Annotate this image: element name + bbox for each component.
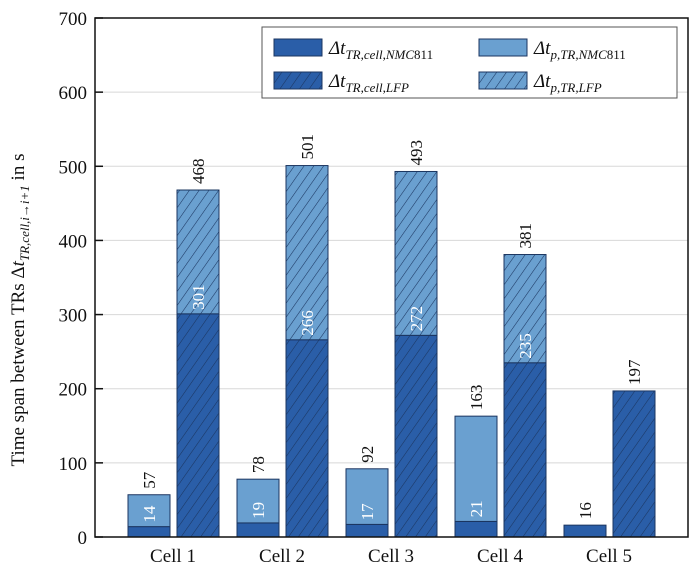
total-label: 78 <box>249 456 268 473</box>
bar-nmc811-p-tr <box>454 415 498 522</box>
total-label: 493 <box>407 140 426 166</box>
legend-swatch <box>478 38 528 57</box>
legend-label: ΔtTR,cell,NMC811 <box>328 38 433 62</box>
bar-hatch <box>177 190 219 314</box>
y-tick-label: 400 <box>59 231 88 252</box>
x-category-label: Cell 5 <box>586 546 632 567</box>
segment-label: 301 <box>189 284 208 310</box>
bar-hatch <box>395 335 437 537</box>
x-category-label: Cell 1 <box>150 546 196 567</box>
segment-label: 21 <box>467 500 486 517</box>
legend: ΔtTR,cell,NMC811 Δtp,TR,NMC811 ΔtTR,cell,L… <box>261 26 678 99</box>
bar-nmc811-p-tr <box>236 478 280 524</box>
total-label: 163 <box>467 385 486 411</box>
legend-label: ΔtTR,cell,LFP <box>328 71 409 95</box>
bar-nmc811-p-tr <box>345 468 389 525</box>
bar-nmc811-p-tr <box>127 494 171 528</box>
legend-swatch-hatch <box>274 72 322 89</box>
x-category-label: Cell 2 <box>259 546 305 567</box>
x-category-label: Cell 3 <box>368 546 414 567</box>
total-label: 501 <box>298 134 317 160</box>
legend-swatch-hatch <box>479 72 527 89</box>
bar-nmc811-tr-cell <box>563 524 607 538</box>
bar-nmc811-tr-cell <box>454 520 498 538</box>
x-category-label: Cell 4 <box>477 546 523 567</box>
bar-hatch <box>177 313 219 537</box>
total-label: 57 <box>140 471 159 489</box>
total-label: 16 <box>576 502 595 519</box>
y-tick-label: 700 <box>59 9 88 30</box>
axes: 0 100 200 300 400 500 600 700 Cell 1 Cell 2 Cell 3… <box>59 9 689 567</box>
y-tick-label: 100 <box>59 454 88 475</box>
bar-hatch <box>613 390 655 537</box>
segment-label: 266 <box>298 310 317 336</box>
bar-nmc811-tr-cell <box>236 522 280 538</box>
y-tick-label: 500 <box>59 157 88 178</box>
total-label: 381 <box>516 223 535 249</box>
y-tick-label: 0 <box>78 528 88 549</box>
total-label: 197 <box>625 359 644 385</box>
segment-label: 14 <box>140 505 159 523</box>
bar-nmc811-tr-cell <box>127 526 171 538</box>
y-tick-label: 600 <box>59 83 88 104</box>
bar-hatch <box>504 362 546 537</box>
legend-swatch <box>273 38 323 57</box>
y-axis-label: Time span between TRs ΔtTR,cell,i→i+1 in… <box>8 153 32 466</box>
total-label: 468 <box>189 159 208 185</box>
bar-nmc811-tr-cell <box>345 523 389 538</box>
segment-label: 19 <box>249 502 268 519</box>
y-tick-label: 200 <box>59 380 88 401</box>
bar-hatch <box>395 171 437 336</box>
segment-label: 235 <box>516 333 535 359</box>
bar-hatch <box>286 339 328 537</box>
segment-label: 272 <box>407 306 426 332</box>
legend-label: Δtp,TR,NMC811 <box>533 38 626 62</box>
total-label: 92 <box>358 446 377 463</box>
plot-frame <box>94 17 689 538</box>
legend-label: Δtp,TR,LFP <box>533 71 602 95</box>
y-tick-label: 300 <box>59 306 88 327</box>
segment-label: 17 <box>358 503 377 521</box>
bar-hatch <box>504 254 546 363</box>
bars: 57 14 468 301 78 19 501 266 92 17 493 272 163 21 381 23… <box>127 134 656 538</box>
bar-hatch <box>286 165 328 340</box>
legend-box <box>261 26 678 99</box>
